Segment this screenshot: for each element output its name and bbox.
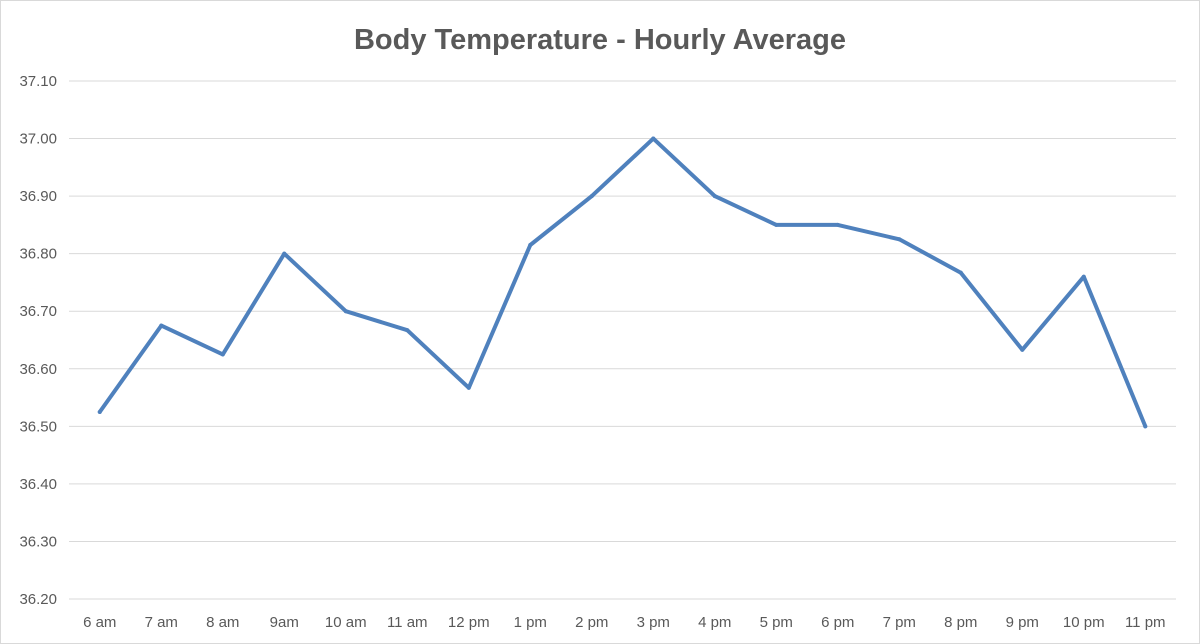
y-tick-label: 36.30 xyxy=(19,533,57,550)
x-tick-label: 8 pm xyxy=(944,614,977,631)
x-tick-label: 4 pm xyxy=(698,614,731,631)
data-point xyxy=(220,352,225,357)
x-tick-label: 3 pm xyxy=(637,614,670,631)
data-point xyxy=(774,222,779,227)
y-axis-tick-labels: 36.20 36.30 36.40 36.50 36.60 36.70 36.80 36.90… xyxy=(19,73,57,608)
gridlines xyxy=(69,80,1176,600)
x-tick-label: 11 pm xyxy=(1125,614,1166,631)
data-point xyxy=(1081,274,1086,279)
x-tick-label: 7 pm xyxy=(883,614,916,631)
data-point xyxy=(1143,424,1148,429)
x-tick-label: 12 pm xyxy=(448,614,490,631)
x-tick-label: 6 pm xyxy=(821,614,854,631)
x-tick-label: 8 am xyxy=(206,614,239,631)
x-tick-label: 6 am xyxy=(83,614,116,631)
data-point xyxy=(159,323,164,328)
x-tick-label: 9 pm xyxy=(1006,614,1039,631)
y-tick-label: 36.60 xyxy=(19,361,57,378)
data-point xyxy=(343,309,348,314)
data-point xyxy=(958,270,963,275)
data-point xyxy=(97,409,102,414)
data-point xyxy=(712,194,717,199)
x-tick-label: 9am xyxy=(270,614,299,631)
y-tick-label: 36.20 xyxy=(19,591,57,608)
data-point xyxy=(589,194,594,199)
y-tick-label: 36.70 xyxy=(19,303,57,320)
y-tick-label: 36.80 xyxy=(19,246,57,263)
y-tick-label: 37.00 xyxy=(19,131,57,148)
x-tick-label: 11 am xyxy=(387,614,428,631)
data-point xyxy=(1020,347,1025,352)
y-tick-label: 36.90 xyxy=(19,188,57,205)
data-point xyxy=(835,222,840,227)
x-axis-tick-labels: 6 am 7 am 8 am 9am 10 am 11 am 12 pm 1 pm 2 pm 3 … xyxy=(83,614,1165,631)
data-point xyxy=(528,243,533,248)
series-line xyxy=(97,136,1148,429)
x-tick-label: 1 pm xyxy=(514,614,547,631)
y-tick-label: 37.10 xyxy=(19,73,57,90)
x-tick-label: 2 pm xyxy=(575,614,608,631)
x-tick-label: 7 am xyxy=(145,614,178,631)
x-tick-label: 10 am xyxy=(325,614,367,631)
data-point xyxy=(282,251,287,256)
chart-title: Body Temperature - Hourly Average xyxy=(354,24,846,56)
x-tick-label: 10 pm xyxy=(1063,614,1105,631)
data-point xyxy=(651,136,656,141)
y-tick-label: 36.40 xyxy=(19,476,57,493)
x-tick-label: 5 pm xyxy=(760,614,793,631)
data-point xyxy=(466,385,471,390)
data-point xyxy=(405,328,410,333)
y-tick-label: 36.50 xyxy=(19,418,57,435)
data-point xyxy=(897,237,902,242)
series-group xyxy=(97,136,1148,429)
